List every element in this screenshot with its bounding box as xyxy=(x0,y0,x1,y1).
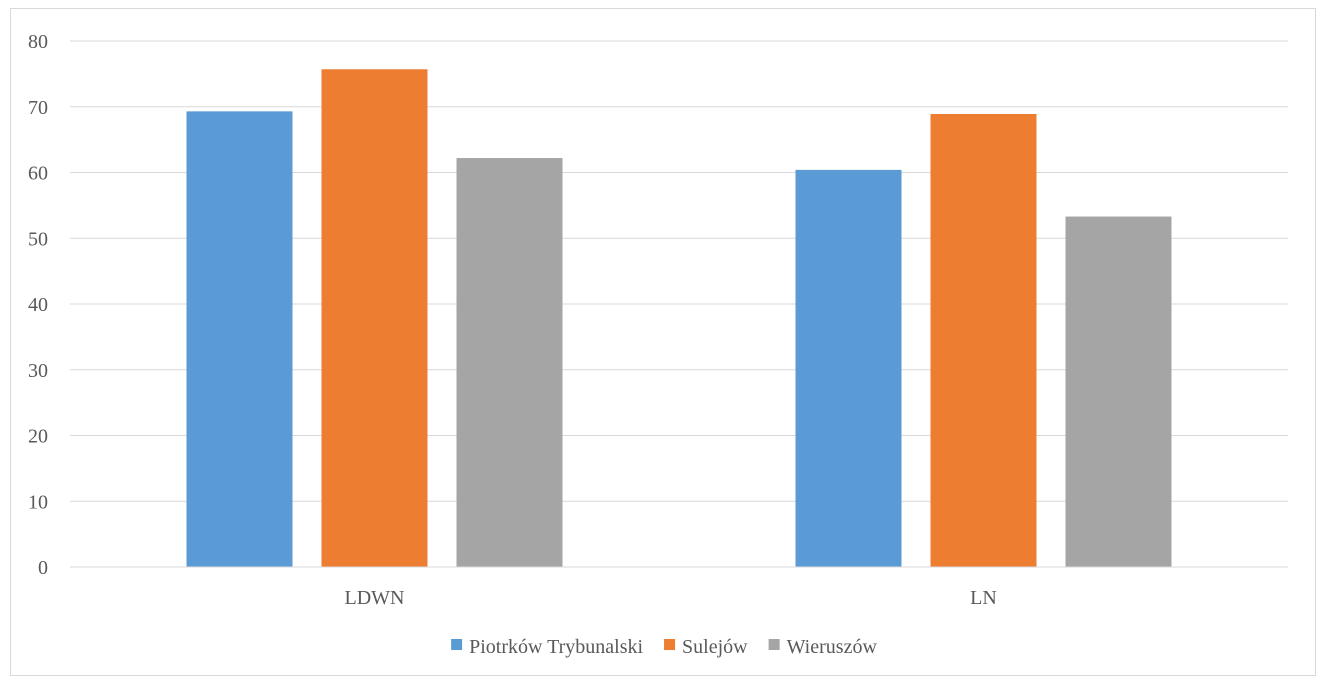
y-tick-label: 70 xyxy=(28,97,48,119)
y-tick-label: 0 xyxy=(38,557,48,579)
y-tick-label: 40 xyxy=(28,294,48,316)
bar-ldwn-2 xyxy=(321,69,428,568)
legend-swatch xyxy=(768,639,780,650)
legend-label: Piotrków Trybunalski xyxy=(469,636,643,658)
legend-swatch xyxy=(451,639,463,650)
legend-item: Sulejów xyxy=(664,636,748,658)
legend-item: Piotrków Trybunalski xyxy=(451,636,643,658)
category-label: LN xyxy=(970,587,997,609)
y-tick-label: 20 xyxy=(28,426,48,448)
legend-swatch xyxy=(664,639,676,650)
y-tick-label: 60 xyxy=(28,163,48,185)
y-tick-label: 10 xyxy=(28,491,48,513)
bar-ln-2 xyxy=(930,113,1037,568)
bars xyxy=(186,69,1172,568)
x-axis-category-labels: LDWN LN xyxy=(345,587,997,609)
legend-item: Wieruszów xyxy=(768,636,878,658)
y-tick-label: 50 xyxy=(28,228,48,250)
bar-ln-3 xyxy=(1065,216,1172,568)
bar-ldwn-3 xyxy=(456,158,563,567)
legend: Piotrków Trybunalski Sulejów Wieruszów xyxy=(451,636,877,658)
y-tick-label: 30 xyxy=(28,360,48,382)
category-label: LDWN xyxy=(345,587,405,609)
legend-label: Sulejów xyxy=(682,636,748,658)
y-tick-label: 80 xyxy=(28,31,48,53)
y-axis-tick-labels: 0 10 20 30 40 50 60 70 80 xyxy=(28,31,48,579)
bar-ldwn-1 xyxy=(186,111,293,567)
bar-ln-1 xyxy=(795,169,902,567)
legend-label: Wieruszów xyxy=(787,636,878,658)
